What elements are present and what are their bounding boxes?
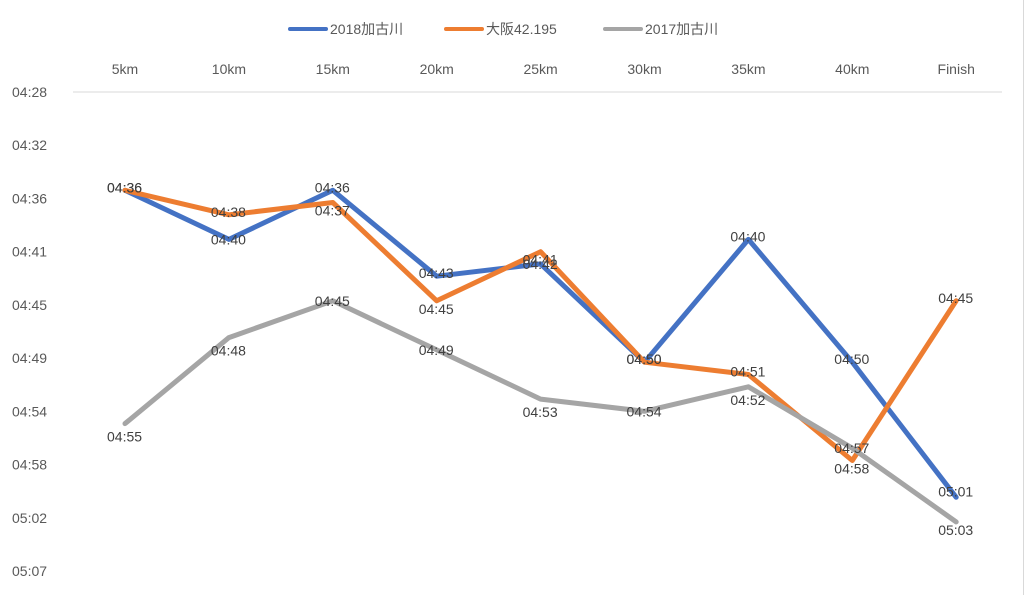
y-tick-label: 05:07 bbox=[12, 563, 47, 579]
y-tick-label: 04:41 bbox=[12, 244, 47, 260]
y-tick-label: 04:54 bbox=[12, 403, 47, 419]
data-label: 04:54 bbox=[627, 403, 662, 419]
data-label: 04:55 bbox=[107, 429, 142, 445]
data-label: 04:45 bbox=[419, 301, 454, 317]
x-tick-label: 30km bbox=[627, 61, 661, 77]
y-tick-label: 05:02 bbox=[12, 510, 47, 526]
x-tick-label: 35km bbox=[731, 61, 765, 77]
data-label: 04:58 bbox=[834, 460, 869, 476]
data-label: 04:48 bbox=[211, 343, 246, 359]
data-label: 04:45 bbox=[938, 290, 973, 306]
data-label: 04:43 bbox=[419, 265, 454, 281]
legend-label: 2018加古川 bbox=[330, 21, 403, 37]
data-label: 04:50 bbox=[627, 351, 662, 367]
data-label: 04:40 bbox=[730, 228, 765, 244]
data-label: 04:52 bbox=[730, 392, 765, 408]
legend-label: 2017加古川 bbox=[645, 21, 718, 37]
x-tick-label: 25km bbox=[523, 61, 557, 77]
y-tick-label: 04:49 bbox=[12, 350, 47, 366]
data-label: 04:49 bbox=[419, 342, 454, 358]
y-tick-label: 04:45 bbox=[12, 297, 47, 313]
data-label: 04:37 bbox=[315, 203, 350, 219]
x-tick-label: Finish bbox=[938, 61, 975, 77]
data-label: 04:36 bbox=[107, 179, 142, 195]
series-line bbox=[122, 298, 959, 525]
data-label: 04:50 bbox=[627, 351, 662, 367]
x-tick-label: 15km bbox=[316, 61, 350, 77]
x-tick-label: 20km bbox=[420, 61, 454, 77]
data-label: 04:45 bbox=[315, 293, 350, 309]
x-tick-label: 10km bbox=[212, 61, 246, 77]
y-tick-label: 04:36 bbox=[12, 190, 47, 206]
data-label: 04:41 bbox=[523, 252, 558, 268]
x-tick-label: 5km bbox=[112, 61, 138, 77]
data-label: 04:51 bbox=[730, 363, 765, 379]
y-tick-label: 04:32 bbox=[12, 137, 47, 153]
x-tick-label: 40km bbox=[835, 61, 869, 77]
y-tick-label: 04:58 bbox=[12, 457, 47, 473]
y-tick-label: 04:28 bbox=[12, 84, 47, 100]
legend-label: 大阪42.195 bbox=[486, 21, 557, 37]
series-line bbox=[122, 187, 959, 500]
data-label: 05:01 bbox=[938, 483, 973, 499]
series-line bbox=[122, 187, 959, 463]
data-label: 04:57 bbox=[834, 440, 869, 456]
data-label: 04:36 bbox=[315, 179, 350, 195]
data-label: 04:53 bbox=[523, 404, 558, 420]
data-label: 04:42 bbox=[523, 256, 558, 272]
data-label: 04:38 bbox=[211, 204, 246, 220]
data-label: 04:36 bbox=[107, 179, 142, 195]
data-label: 05:03 bbox=[938, 522, 973, 538]
data-label: 04:40 bbox=[211, 231, 246, 247]
data-label: 04:50 bbox=[834, 351, 869, 367]
